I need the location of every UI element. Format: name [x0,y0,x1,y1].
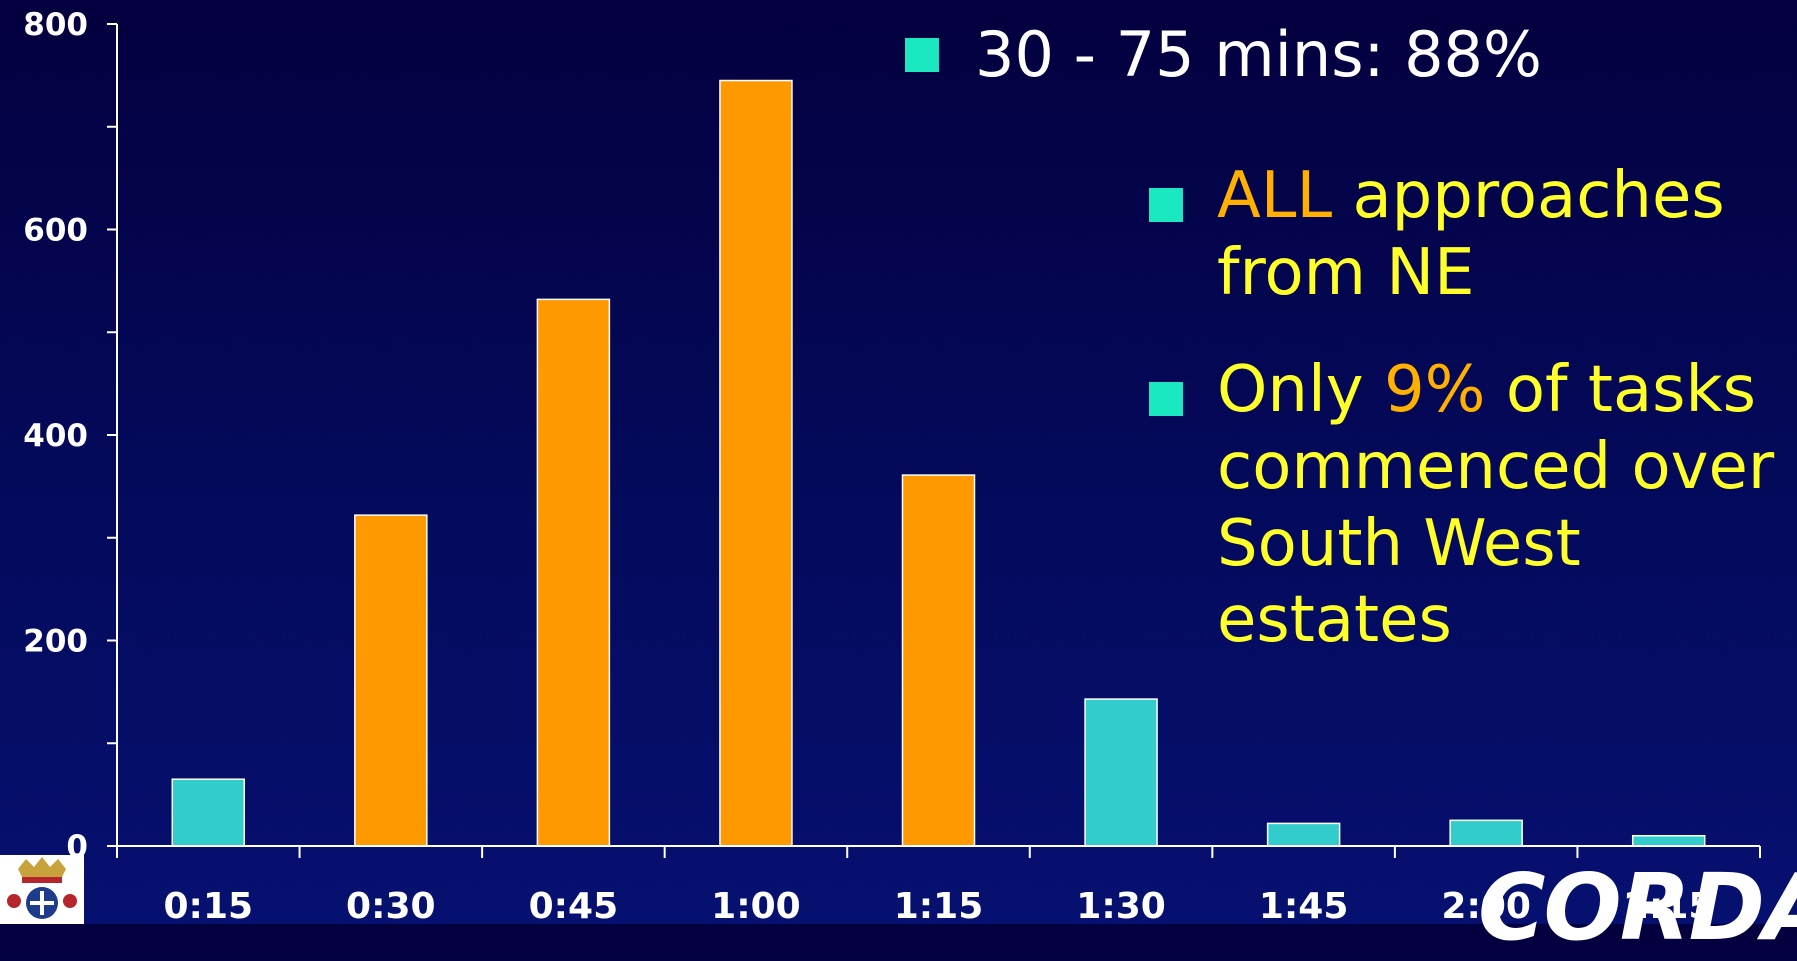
x-tick-label: 1:00 [711,886,801,924]
bar-1-30 [1084,698,1158,847]
bar-1-00 [719,79,793,847]
bar-0-15 [171,778,246,847]
corda-logo: CORDA [1478,854,1797,961]
tasks-text-pre: Only [1217,353,1384,427]
royal-crest-icon [0,855,84,924]
bullet-summary: 30 - 75 mins: 88% [905,18,1542,92]
bullet-tasks: Only 9% of tasks commenced over South We… [1149,352,1797,659]
bar-2-00 [1449,819,1523,847]
x-tick-label: 0:30 [346,886,436,924]
x-tick-label: 0:45 [529,886,619,924]
y-tick-label: 200 [23,624,88,660]
x-tick-label: 2:00 [1441,886,1531,924]
x-tick-label: 1:30 [1076,886,1166,924]
approaches-text: approaches from NE [1217,159,1725,310]
bar-0-30 [354,514,428,847]
square-bullet-icon [1149,382,1183,416]
tasks-highlight: 9% [1383,353,1486,427]
tasks-text-post: of tasks commenced over South West estat… [1217,353,1775,658]
bar-1-45 [1266,822,1341,847]
bar-0-45 [536,298,611,847]
square-bullet-icon [905,38,939,72]
bullet-approaches: ALL approaches from NE [1149,158,1797,312]
x-tick-label: 0:15 [164,886,254,924]
x-tick-label: 2:15 [1624,886,1714,924]
summary-text: 30 - 75 mins: 88% [975,18,1542,91]
y-tick-label: 600 [23,213,88,249]
bar-2-15 [1631,834,1706,847]
square-bullet-icon [1149,188,1183,222]
y-tick-label: 800 [23,7,88,43]
approaches-highlight: ALL [1217,159,1333,233]
bar-1-15 [901,474,976,847]
axes-group [107,23,1761,858]
y-tick-label: 400 [23,418,88,454]
bars-group [171,79,1706,847]
x-tick-label: 1:15 [894,886,984,924]
x-tick-label: 1:45 [1259,886,1349,924]
